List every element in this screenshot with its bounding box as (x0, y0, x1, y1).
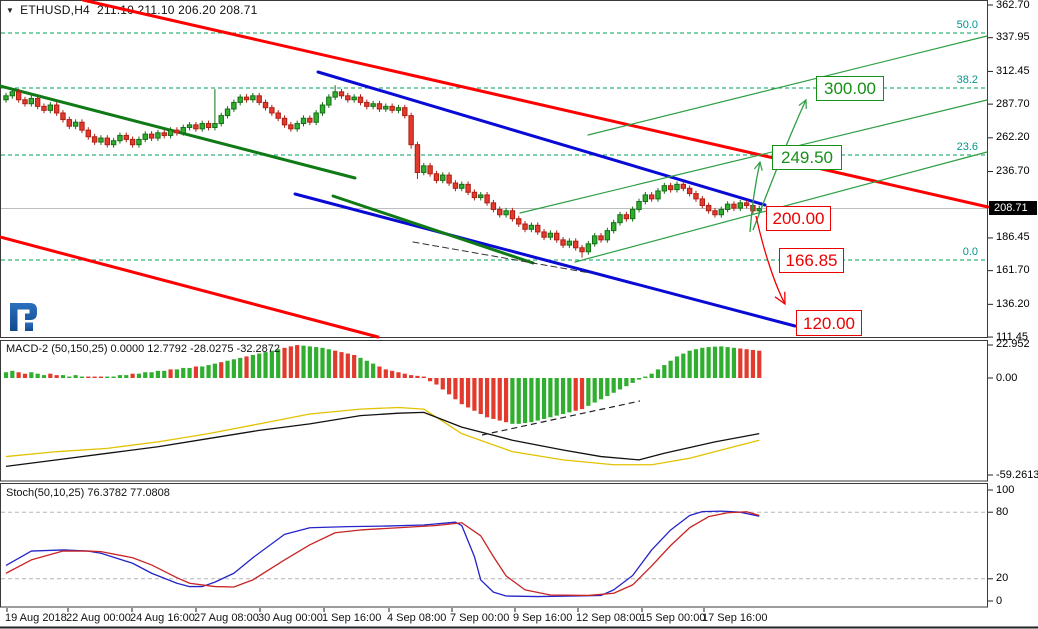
symbol-dropdown-icon[interactable]: ▼ (6, 6, 15, 15)
chart-symbol: ETHUSD,H4 (20, 3, 90, 17)
